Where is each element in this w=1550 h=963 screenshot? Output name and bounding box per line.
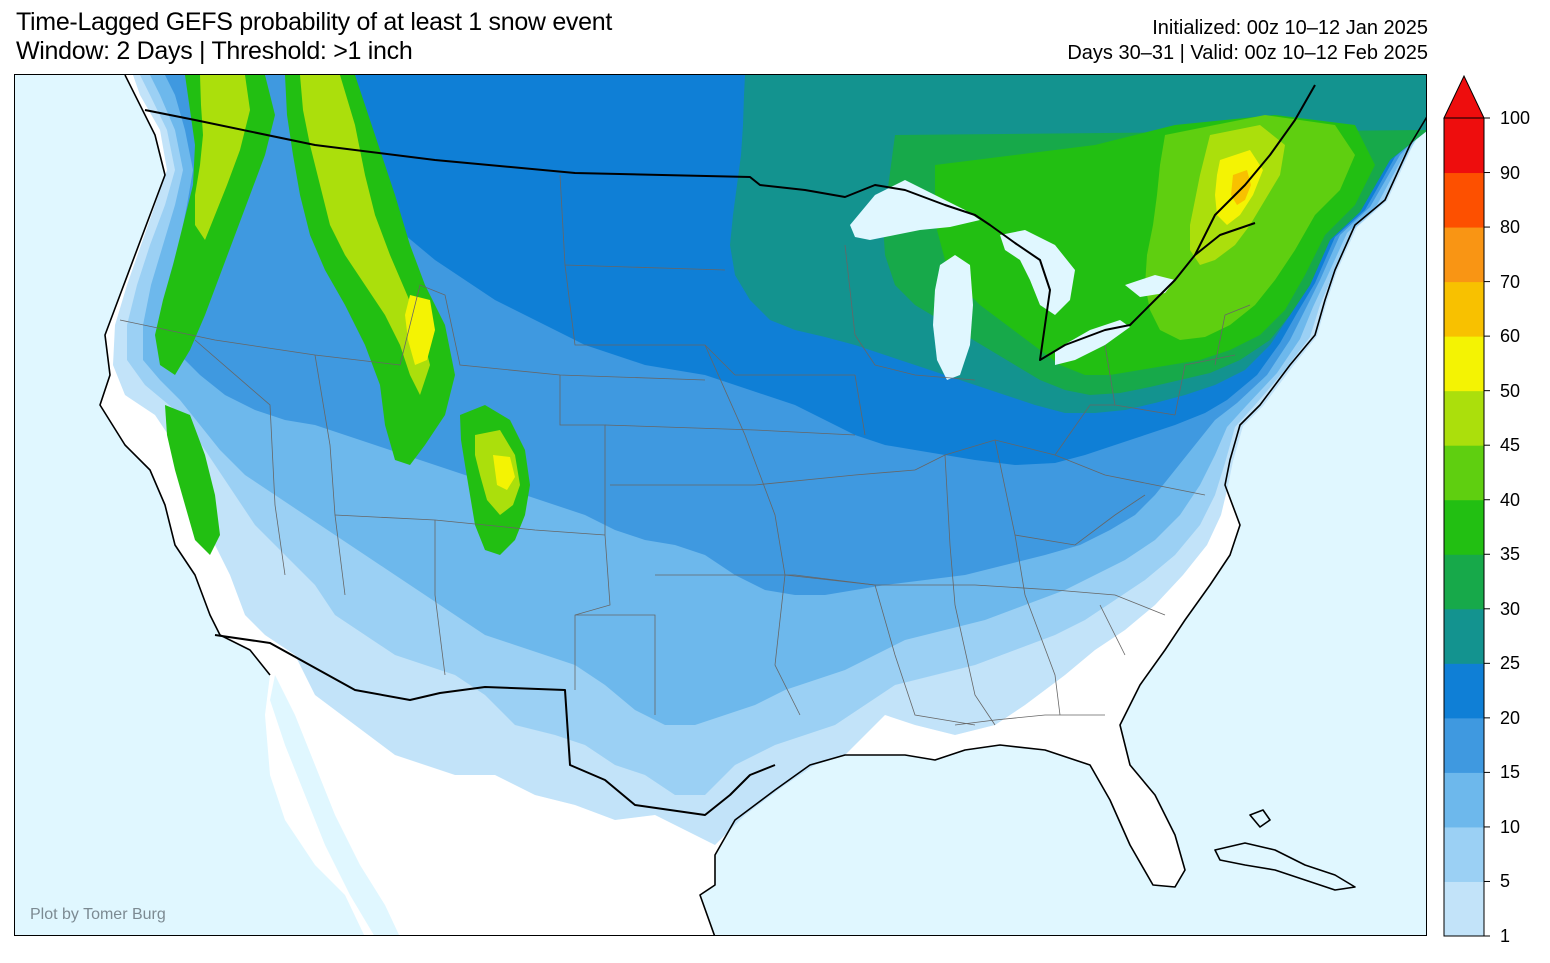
us-mexico-border (214, 634, 776, 816)
colorbar-tick-label: 5 (1500, 871, 1511, 892)
us-canada-border (144, 109, 1256, 361)
initialized-label: Initialized: 00z 10–12 Jan 2025 (1152, 17, 1428, 39)
colorbar-tick-label: 50 (1500, 380, 1521, 401)
map-title: Time-Lagged GEFS probability of at least… (16, 8, 612, 36)
colorbar-extend-arrow (1443, 74, 1485, 119)
contour-sierra-35 (165, 405, 220, 555)
colorbar-segment (1444, 118, 1484, 174)
colorbar-tick-label: 40 (1500, 489, 1521, 510)
colorbar-segment (1444, 172, 1484, 228)
credit-label: Plot by Tomer Burg (30, 906, 166, 923)
colorbar-segment (1444, 608, 1484, 664)
valid-label: Days 30–31 | Valid: 00z 10–12 Feb 2025 (1067, 42, 1428, 64)
colorbar-segment (1444, 499, 1484, 555)
colorbar-tick-label: 70 (1500, 271, 1521, 292)
contour-west-45 (195, 75, 250, 240)
snow-probability-map (15, 75, 1426, 935)
colorbar-tick-label: 80 (1500, 217, 1521, 238)
colorbar-tick-label: 30 (1500, 598, 1521, 619)
gulf-of-california (270, 675, 400, 935)
state-lines (119, 174, 1251, 726)
west-coastline (99, 75, 271, 676)
colorbar-segment (1444, 554, 1484, 610)
colorbar-segment (1444, 281, 1484, 337)
colorbar-segment (1444, 227, 1484, 283)
contour-40 (1145, 115, 1355, 340)
contour-west-35 (155, 75, 275, 375)
colorbar-tick-label: 15 (1500, 762, 1521, 783)
colorbar-outline (1443, 117, 1485, 937)
contour-rockies-n-45 (300, 75, 430, 395)
map-subtitle: Window: 2 Days | Threshold: >1 inch (16, 37, 413, 65)
lake-huron (1000, 230, 1075, 315)
colorbar-tick-label: 45 (1500, 435, 1521, 456)
contour-rockies-n-50 (405, 295, 435, 365)
colorbar-segment (1444, 881, 1484, 937)
title-block: Time-Lagged GEFS probability of at least… (16, 8, 612, 66)
colorbar-tick-label: 20 (1500, 707, 1521, 728)
colorbar-segment (1444, 445, 1484, 501)
run-info: Initialized: 00z 10–12 Jan 2025 Days 30–… (1067, 16, 1428, 66)
lake-michigan (933, 255, 973, 380)
maine-border (1194, 84, 1316, 256)
colorbar-tick-label: 10 (1500, 816, 1521, 837)
colorbar-segment (1444, 717, 1484, 773)
colorbar-segment (1444, 336, 1484, 392)
colorbar-tick-label: 90 (1500, 162, 1521, 183)
lake-superior (850, 180, 980, 240)
cuba-island (1214, 842, 1356, 891)
contour-60 (1231, 170, 1251, 205)
east-coastline (699, 116, 1426, 935)
colorbar-tick-label: 100 (1500, 108, 1531, 128)
contour-rockies-c-50 (493, 455, 515, 490)
colorbar-segment (1444, 826, 1484, 882)
colorbar-tick-label: 60 (1500, 326, 1521, 347)
colorbar-scale (1443, 74, 1490, 937)
colorbar-tick-label: 25 (1500, 653, 1521, 674)
colorbar-segment (1444, 772, 1484, 828)
colorbar-tick-label: 35 (1500, 544, 1521, 565)
colorbar: 1 5 10 15 20 25 30 35 40 45 50 60 70 80 90 100 (1440, 74, 1550, 946)
lake-erie (1055, 320, 1130, 365)
map-panel (14, 74, 1427, 936)
colorbar-segment (1444, 663, 1484, 719)
colorbar-tick-label: 1 (1500, 926, 1511, 946)
bahamas-island (1249, 809, 1271, 828)
colorbar-segment (1444, 390, 1484, 446)
